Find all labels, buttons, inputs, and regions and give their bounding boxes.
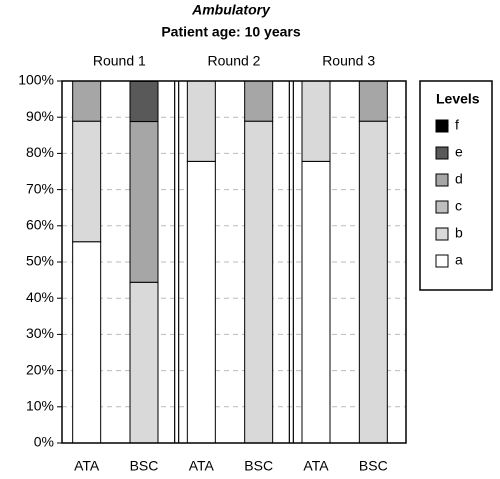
bar-segment [358,120,388,444]
y-tick-label: 70% [26,180,54,196]
legend-swatch [435,227,449,241]
legend-label: f [455,117,459,133]
y-tick-label: 40% [26,289,54,305]
bar-segment [72,120,102,243]
y-tick-label: 80% [26,144,54,160]
y-tick-label: 20% [26,361,54,377]
group-label: Round 1 [93,53,146,69]
chart-subtitle: Patient age: 10 years [161,24,301,40]
y-tick-label: 90% [26,108,54,124]
bar-segment [358,80,388,122]
bar-segment [72,80,102,122]
legend-label: b [455,225,463,241]
y-tick-label: 10% [26,398,54,414]
x-tick-label: BSC [359,458,388,474]
bar-segment [129,281,159,444]
group-label: Round 3 [322,53,375,69]
y-tick-label: 60% [26,217,54,233]
legend-label: d [455,171,463,187]
legend-box [419,80,493,291]
bar-segment [72,241,102,444]
y-tick-label: 100% [18,72,54,88]
legend-swatch [435,173,449,187]
y-tick-label: 30% [26,325,54,341]
legend-label: e [455,144,463,160]
bar-segment [186,80,216,162]
legend-title: Levels [436,91,480,107]
x-tick-label: BSC [130,458,159,474]
legend-swatch [435,254,449,268]
x-tick-label: ATA [189,458,215,474]
legend-label: c [455,198,462,214]
bar-segment [186,160,216,444]
legend-swatch [435,146,449,160]
legend-label: a [455,252,463,268]
chart-title: Ambulatory [191,2,271,18]
legend-swatch [435,200,449,214]
bar-segment [301,80,331,162]
bar-segment [244,80,274,122]
x-tick-label: ATA [74,458,100,474]
x-tick-label: ATA [303,458,329,474]
bar-segment [129,80,159,123]
legend-swatch [435,119,449,133]
bar-segment [244,120,274,444]
plot-frame [61,80,407,444]
bar-segment [129,121,159,283]
bar-segment [301,160,331,444]
y-tick-label: 50% [26,253,54,269]
y-tick-label: 0% [34,434,54,450]
group-label: Round 2 [208,53,261,69]
x-tick-label: BSC [244,458,273,474]
